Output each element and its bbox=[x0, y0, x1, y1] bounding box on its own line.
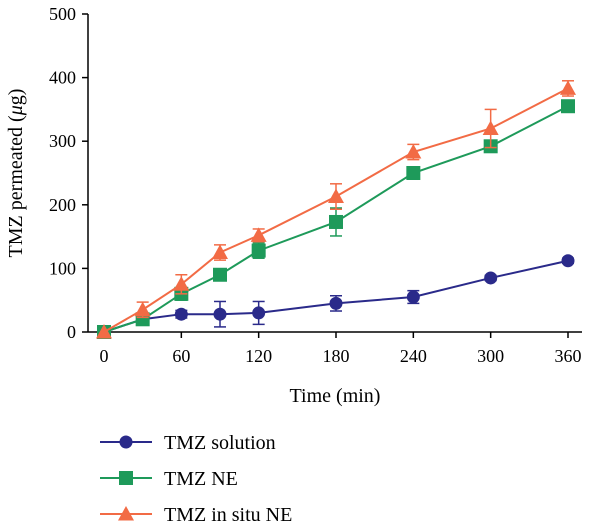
data-point bbox=[251, 243, 266, 258]
legend-label: TMZ solution bbox=[164, 432, 276, 454]
y-axis-title: TMZ permeated (μg) bbox=[5, 89, 27, 258]
series-tmz-solution bbox=[97, 254, 575, 339]
legend-item-tmz-solution: TMZ solution bbox=[100, 432, 276, 454]
legend-label: TMZ in situ NE bbox=[164, 504, 292, 526]
legend-marker bbox=[118, 506, 134, 521]
x-tick-label: 0 bbox=[100, 346, 109, 366]
data-point bbox=[329, 296, 343, 310]
y-tick-label: 400 bbox=[49, 68, 76, 88]
legend: TMZ solution TMZ NE TMZ in situ NE bbox=[100, 432, 292, 526]
data-point bbox=[213, 307, 227, 321]
y-tick-label: 500 bbox=[49, 4, 76, 24]
x-tick-label: 240 bbox=[400, 346, 427, 366]
x-tick-label: 300 bbox=[477, 346, 504, 366]
data-point bbox=[250, 227, 267, 242]
data-point bbox=[96, 324, 112, 339]
data-point bbox=[329, 214, 343, 229]
y-axis-title-suffix: g) bbox=[5, 89, 27, 106]
data-point bbox=[174, 307, 188, 321]
axes bbox=[87, 14, 582, 333]
data-point bbox=[560, 80, 576, 95]
data-point bbox=[406, 166, 421, 180]
data-point bbox=[173, 276, 190, 291]
y-tick-label: 0 bbox=[67, 322, 76, 342]
legend-item-tmz-ne: TMZ NE bbox=[100, 468, 238, 490]
x-ticks: 0 60 120 180 240 300 360 bbox=[100, 332, 582, 366]
data-point bbox=[406, 290, 420, 304]
data-point bbox=[561, 99, 575, 114]
data-point bbox=[482, 120, 499, 135]
x-tick-label: 60 bbox=[172, 346, 190, 366]
y-tick-label: 300 bbox=[49, 131, 76, 151]
x-axis-title: Time (min) bbox=[290, 385, 381, 407]
plot-area bbox=[96, 80, 576, 339]
y-axis-title-unit: μ bbox=[5, 105, 27, 116]
series-tmz-in-situ-ne bbox=[96, 80, 576, 339]
data-point bbox=[561, 254, 575, 268]
y-tick-label: 100 bbox=[49, 258, 76, 278]
data-point bbox=[212, 244, 228, 259]
x-tick-label: 120 bbox=[245, 346, 272, 366]
data-point bbox=[405, 144, 422, 159]
data-point bbox=[484, 271, 498, 285]
legend-marker bbox=[119, 435, 133, 449]
y-tick-label: 200 bbox=[49, 195, 76, 215]
legend-item-tmz-in-situ-ne: TMZ in situ NE bbox=[100, 504, 292, 526]
data-point bbox=[213, 267, 227, 282]
legend-label: TMZ NE bbox=[164, 468, 238, 490]
data-point bbox=[252, 306, 266, 320]
data-point bbox=[328, 188, 344, 204]
x-tick-label: 180 bbox=[323, 346, 350, 366]
legend-marker bbox=[119, 471, 133, 485]
x-tick-label: 360 bbox=[555, 346, 582, 366]
y-ticks: 0 100 200 300 400 500 bbox=[49, 4, 88, 342]
data-point bbox=[134, 301, 151, 317]
y-axis-title-prefix: TMZ permeated ( bbox=[5, 115, 27, 257]
